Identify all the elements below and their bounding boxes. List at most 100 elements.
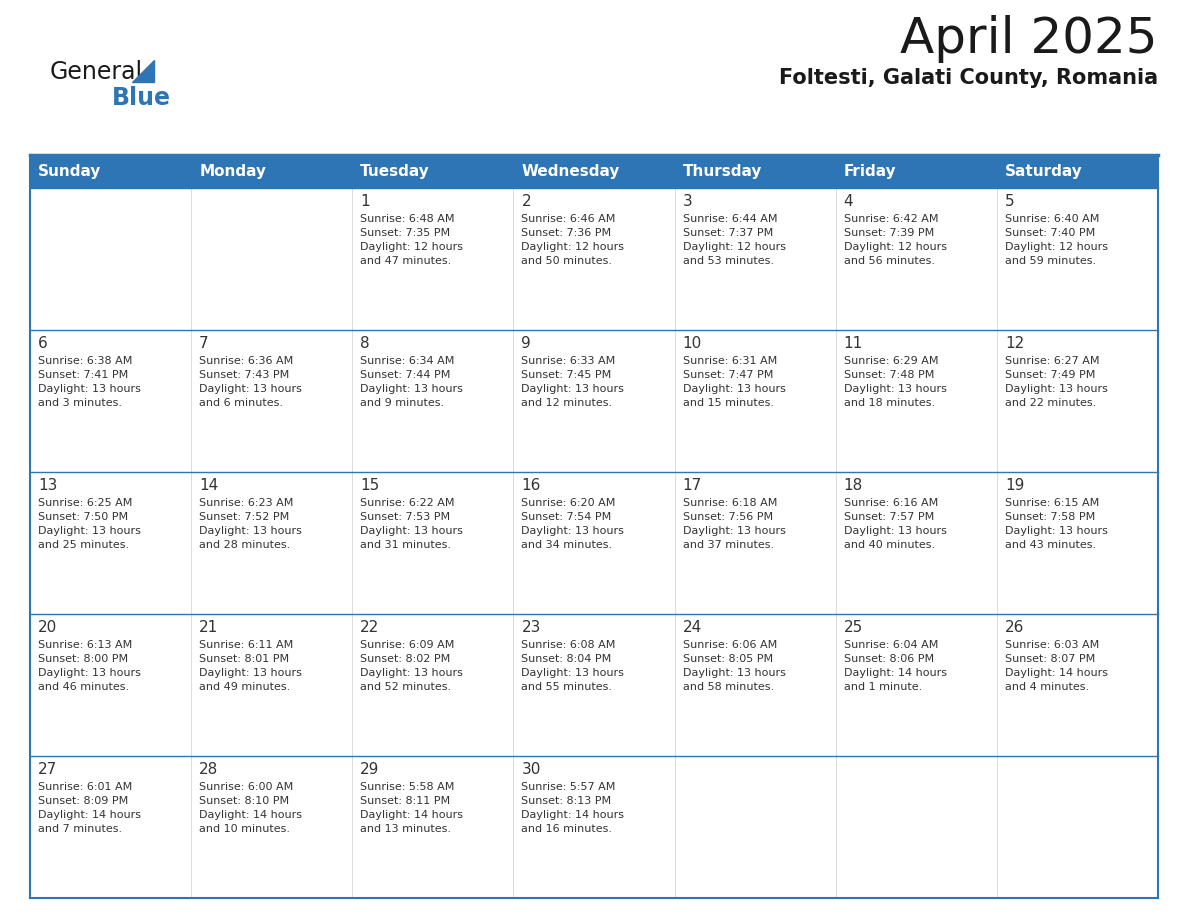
- Text: Daylight: 13 hours: Daylight: 13 hours: [200, 384, 302, 394]
- Text: 23: 23: [522, 620, 541, 635]
- Text: and 53 minutes.: and 53 minutes.: [683, 256, 773, 266]
- Text: Sunset: 8:05 PM: Sunset: 8:05 PM: [683, 654, 772, 664]
- Text: Sunset: 8:10 PM: Sunset: 8:10 PM: [200, 796, 289, 806]
- Text: Daylight: 12 hours: Daylight: 12 hours: [1005, 242, 1108, 252]
- Text: Sunrise: 6:03 AM: Sunrise: 6:03 AM: [1005, 640, 1099, 650]
- Text: 13: 13: [38, 478, 57, 493]
- Text: Foltesti, Galati County, Romania: Foltesti, Galati County, Romania: [779, 68, 1158, 88]
- Text: and 6 minutes.: and 6 minutes.: [200, 398, 283, 408]
- Text: Sunset: 7:35 PM: Sunset: 7:35 PM: [360, 228, 450, 238]
- Text: and 37 minutes.: and 37 minutes.: [683, 540, 773, 550]
- Bar: [191, 614, 353, 756]
- Text: Sunrise: 6:01 AM: Sunrise: 6:01 AM: [38, 782, 132, 792]
- Bar: [30, 330, 191, 472]
- Text: Sunrise: 6:27 AM: Sunrise: 6:27 AM: [1005, 356, 1099, 366]
- Bar: [835, 155, 997, 188]
- Text: Sunrise: 6:04 AM: Sunrise: 6:04 AM: [843, 640, 939, 650]
- Text: Sunrise: 6:18 AM: Sunrise: 6:18 AM: [683, 498, 777, 508]
- Text: Daylight: 13 hours: Daylight: 13 hours: [200, 668, 302, 678]
- Text: Sunset: 7:39 PM: Sunset: 7:39 PM: [843, 228, 934, 238]
- Text: and 49 minutes.: and 49 minutes.: [200, 682, 290, 692]
- Bar: [997, 472, 1158, 614]
- Text: Daylight: 13 hours: Daylight: 13 hours: [38, 384, 141, 394]
- Bar: [675, 614, 835, 756]
- Text: and 34 minutes.: and 34 minutes.: [522, 540, 613, 550]
- Text: Sunrise: 6:09 AM: Sunrise: 6:09 AM: [360, 640, 455, 650]
- Bar: [353, 155, 513, 188]
- Text: and 31 minutes.: and 31 minutes.: [360, 540, 451, 550]
- Text: 26: 26: [1005, 620, 1024, 635]
- Text: Sunset: 8:07 PM: Sunset: 8:07 PM: [1005, 654, 1095, 664]
- Bar: [513, 330, 675, 472]
- Bar: [513, 188, 675, 330]
- Bar: [30, 472, 191, 614]
- Bar: [30, 155, 191, 188]
- Bar: [30, 756, 191, 898]
- Text: Sunrise: 6:22 AM: Sunrise: 6:22 AM: [360, 498, 455, 508]
- Text: 18: 18: [843, 478, 862, 493]
- Text: Sunset: 7:50 PM: Sunset: 7:50 PM: [38, 512, 128, 522]
- Text: and 52 minutes.: and 52 minutes.: [360, 682, 451, 692]
- Text: Sunrise: 6:44 AM: Sunrise: 6:44 AM: [683, 214, 777, 224]
- Text: Daylight: 13 hours: Daylight: 13 hours: [200, 526, 302, 536]
- Text: Daylight: 13 hours: Daylight: 13 hours: [360, 526, 463, 536]
- Text: Daylight: 13 hours: Daylight: 13 hours: [522, 384, 625, 394]
- Text: Sunset: 7:41 PM: Sunset: 7:41 PM: [38, 370, 128, 380]
- Text: Sunrise: 6:20 AM: Sunrise: 6:20 AM: [522, 498, 615, 508]
- Text: 7: 7: [200, 336, 209, 351]
- Text: 20: 20: [38, 620, 57, 635]
- Bar: [191, 188, 353, 330]
- Text: Saturday: Saturday: [1005, 164, 1082, 179]
- Text: Daylight: 13 hours: Daylight: 13 hours: [1005, 384, 1107, 394]
- Text: Sunset: 7:40 PM: Sunset: 7:40 PM: [1005, 228, 1095, 238]
- Text: 1: 1: [360, 194, 369, 209]
- Text: and 9 minutes.: and 9 minutes.: [360, 398, 444, 408]
- Bar: [513, 155, 675, 188]
- Text: Daylight: 14 hours: Daylight: 14 hours: [360, 810, 463, 820]
- Text: and 56 minutes.: and 56 minutes.: [843, 256, 935, 266]
- Text: and 16 minutes.: and 16 minutes.: [522, 824, 613, 834]
- Text: and 50 minutes.: and 50 minutes.: [522, 256, 613, 266]
- Text: Sunrise: 6:38 AM: Sunrise: 6:38 AM: [38, 356, 132, 366]
- Text: 9: 9: [522, 336, 531, 351]
- Text: and 55 minutes.: and 55 minutes.: [522, 682, 613, 692]
- Text: Sunrise: 6:13 AM: Sunrise: 6:13 AM: [38, 640, 132, 650]
- Text: Sunrise: 6:34 AM: Sunrise: 6:34 AM: [360, 356, 455, 366]
- Text: Tuesday: Tuesday: [360, 164, 430, 179]
- Text: Daylight: 14 hours: Daylight: 14 hours: [843, 668, 947, 678]
- Text: Sunrise: 6:11 AM: Sunrise: 6:11 AM: [200, 640, 293, 650]
- Text: and 15 minutes.: and 15 minutes.: [683, 398, 773, 408]
- Text: Sunset: 7:47 PM: Sunset: 7:47 PM: [683, 370, 773, 380]
- Text: Sunset: 7:48 PM: Sunset: 7:48 PM: [843, 370, 934, 380]
- Text: Sunset: 8:04 PM: Sunset: 8:04 PM: [522, 654, 612, 664]
- Text: Daylight: 14 hours: Daylight: 14 hours: [1005, 668, 1108, 678]
- Text: 28: 28: [200, 762, 219, 777]
- Text: Sunset: 7:57 PM: Sunset: 7:57 PM: [843, 512, 934, 522]
- Text: and 43 minutes.: and 43 minutes.: [1005, 540, 1097, 550]
- Text: and 12 minutes.: and 12 minutes.: [522, 398, 613, 408]
- Bar: [997, 155, 1158, 188]
- Text: Daylight: 14 hours: Daylight: 14 hours: [200, 810, 302, 820]
- Text: 14: 14: [200, 478, 219, 493]
- Bar: [997, 330, 1158, 472]
- Text: Daylight: 13 hours: Daylight: 13 hours: [683, 526, 785, 536]
- Bar: [513, 472, 675, 614]
- Text: Sunrise: 6:46 AM: Sunrise: 6:46 AM: [522, 214, 615, 224]
- Text: Sunset: 8:11 PM: Sunset: 8:11 PM: [360, 796, 450, 806]
- Text: and 22 minutes.: and 22 minutes.: [1005, 398, 1097, 408]
- Text: Daylight: 13 hours: Daylight: 13 hours: [843, 384, 947, 394]
- Text: 16: 16: [522, 478, 541, 493]
- Text: 10: 10: [683, 336, 702, 351]
- Text: Daylight: 13 hours: Daylight: 13 hours: [522, 668, 625, 678]
- Text: Daylight: 14 hours: Daylight: 14 hours: [38, 810, 141, 820]
- Text: and 40 minutes.: and 40 minutes.: [843, 540, 935, 550]
- Text: 27: 27: [38, 762, 57, 777]
- Text: and 18 minutes.: and 18 minutes.: [843, 398, 935, 408]
- Text: Sunset: 7:52 PM: Sunset: 7:52 PM: [200, 512, 290, 522]
- Polygon shape: [132, 60, 154, 82]
- Text: Sunset: 8:06 PM: Sunset: 8:06 PM: [843, 654, 934, 664]
- Text: Friday: Friday: [843, 164, 896, 179]
- Bar: [675, 472, 835, 614]
- Text: Daylight: 13 hours: Daylight: 13 hours: [360, 668, 463, 678]
- Text: Daylight: 13 hours: Daylight: 13 hours: [38, 526, 141, 536]
